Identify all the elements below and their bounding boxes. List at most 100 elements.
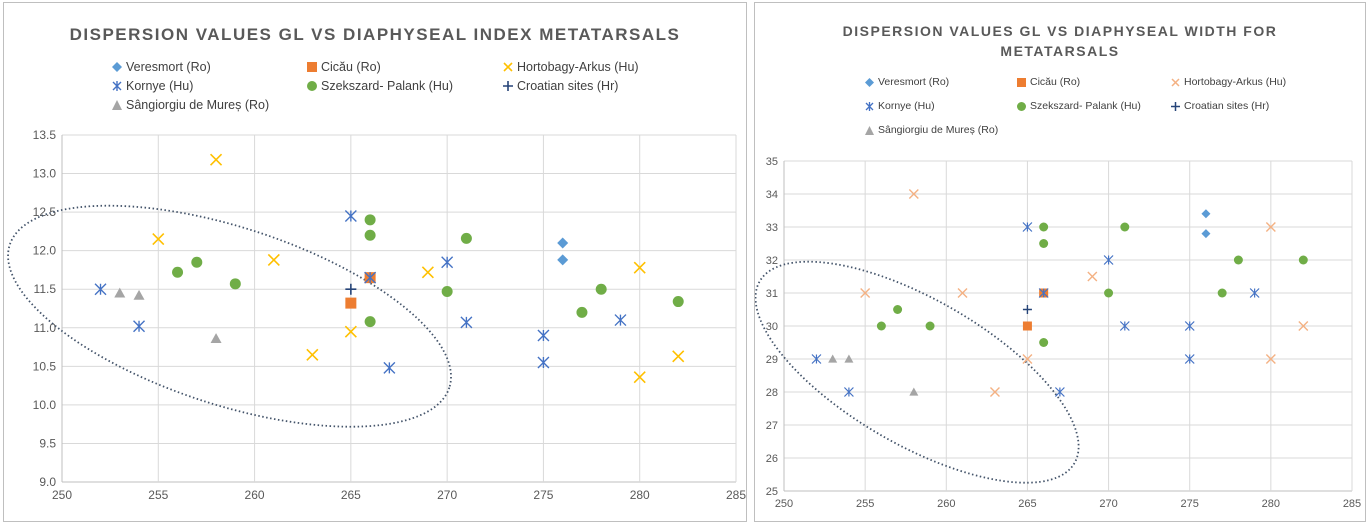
square-icon (1017, 77, 1026, 87)
data-point (133, 320, 146, 333)
data-point (345, 283, 357, 295)
x-tick-label: 275 (533, 488, 553, 502)
x-icon (1171, 77, 1180, 87)
legend-item: Sângiorgiu de Mureș (Ro) (865, 124, 998, 136)
data-point (1022, 321, 1032, 331)
data-point (672, 296, 684, 308)
data-point (191, 256, 203, 268)
y-tick-label: 27 (766, 420, 778, 432)
x-tick-label: 270 (437, 488, 457, 502)
data-point (557, 254, 569, 266)
data-point (537, 356, 550, 369)
legend-item: Kornye (Hu) (865, 100, 935, 112)
data-point (1201, 209, 1211, 219)
data-point (1022, 305, 1032, 314)
legend-item: Szekszard- Palank (Hu) (307, 79, 453, 93)
data-point (267, 253, 280, 266)
data-point (672, 350, 685, 363)
data-point (364, 229, 376, 241)
data-point (344, 209, 357, 222)
data-point (843, 387, 854, 397)
data-point (1039, 222, 1049, 232)
chart-right-panel: DISPERSION VALUES GL VS DIAPHYSEAL WIDTH… (754, 2, 1366, 522)
data-point (876, 321, 886, 331)
x-tick-label: 260 (937, 498, 955, 510)
data-point (828, 354, 838, 363)
data-point (1184, 321, 1195, 331)
data-point (537, 329, 550, 342)
scatter-plot-area: 9.0 9.5 10.0 10.5 11.0 11.5 12.0 12.5 13.0 13.5 25… (7, 128, 746, 502)
data-point (441, 256, 454, 269)
data-point (1298, 255, 1308, 265)
y-tick-label: 25 (766, 486, 778, 498)
x-tick-label: 285 (1343, 498, 1361, 510)
y-tick-label: 30 (766, 321, 778, 333)
legend-item: Hortobagy-Arkus (Hu) (1171, 76, 1286, 88)
legend-item: Cicău (Ro) (1017, 76, 1080, 88)
data-point (557, 237, 569, 249)
legend-item: Cicău (Ro) (307, 60, 381, 74)
data-point (364, 316, 376, 328)
legend-item: Croatian sites (Hr) (503, 79, 618, 93)
circle-icon (307, 81, 317, 91)
data-point (1022, 222, 1033, 232)
asterisk-icon (112, 81, 122, 91)
y-tick-label: 11.5 (34, 282, 57, 296)
data-point (576, 306, 588, 318)
x-tick-label: 260 (245, 488, 265, 502)
y-tick-label: 12.5 (33, 205, 57, 219)
data-point (345, 297, 357, 309)
data-point (460, 316, 473, 329)
data-point (595, 283, 607, 295)
data-point (1184, 354, 1195, 364)
data-point (1103, 255, 1114, 265)
x-tick-label: 280 (1262, 498, 1280, 510)
y-tick-label: 12.0 (33, 244, 57, 258)
x-tick-label: 280 (630, 488, 650, 502)
circle-icon (1017, 101, 1026, 111)
data-point (614, 314, 627, 327)
x-tick-label: 255 (856, 498, 874, 510)
legend-item: Croatian sites (Hr) (1171, 100, 1269, 112)
plus-icon (1171, 101, 1180, 111)
data-point (1217, 288, 1227, 298)
data-point (364, 214, 376, 226)
y-tick-label: 35 (766, 156, 778, 168)
diamond-icon (112, 62, 122, 72)
data-point (441, 286, 453, 298)
triangle-icon (112, 100, 122, 110)
data-point (909, 387, 919, 396)
chart-title: DISPERSION VALUES GL VS DIAPHYSEAL INDEX… (69, 25, 681, 44)
x-icon (503, 62, 513, 72)
legend-item: Sângiorgiu de Mureș (Ro) (112, 98, 269, 112)
data-point (957, 288, 968, 298)
x-tick-label: 255 (148, 488, 168, 502)
data-point (383, 361, 396, 374)
legend-item: Veresmort (Ro) (112, 60, 211, 74)
data-point (1087, 271, 1098, 282)
data-point (1249, 288, 1260, 298)
data-point (925, 321, 935, 331)
y-tick-label: 13.0 (33, 167, 57, 181)
x-tick-label: 250 (52, 488, 72, 502)
plus-icon (503, 81, 513, 91)
y-tick-label: 10.5 (33, 359, 57, 373)
cluster-ellipse (7, 204, 452, 428)
diamond-icon (865, 77, 874, 87)
asterisk-icon (865, 101, 874, 111)
y-tick-label: 28 (766, 387, 778, 399)
data-point (229, 278, 241, 290)
data-point (133, 289, 145, 300)
y-tick-label: 9.0 (39, 475, 56, 489)
y-tick-label: 10.0 (33, 398, 57, 412)
data-point (94, 283, 107, 296)
data-point (152, 233, 165, 246)
y-tick-label: 33 (766, 222, 778, 234)
data-point (1201, 229, 1211, 239)
data-point (811, 354, 822, 364)
x-tick-label: 250 (775, 498, 793, 510)
data-point (114, 287, 126, 298)
y-tick-label: 13.5 (33, 128, 57, 142)
data-point (908, 189, 919, 199)
scatter-plot-area: 25 26 27 28 29 30 31 32 33 34 35 250 255 260 265 270 275… (755, 156, 1361, 510)
